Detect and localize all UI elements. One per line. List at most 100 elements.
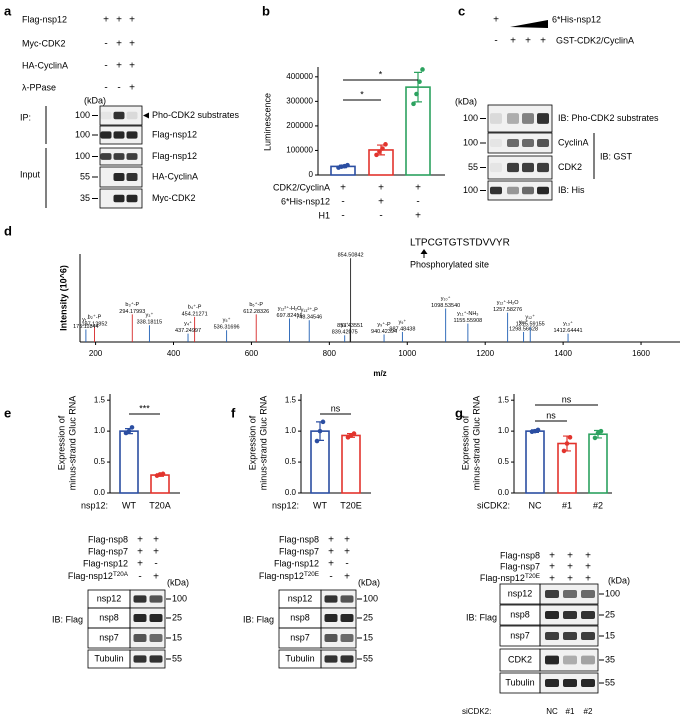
data-point xyxy=(411,101,416,107)
marker-label: 100 xyxy=(75,151,90,161)
y-tick-label: 1.5 xyxy=(285,395,297,404)
condition-sign: + xyxy=(567,551,573,562)
y-axis-title: Intensity (10^6) xyxy=(58,265,68,331)
peak-ion-label: y₃⁺ xyxy=(145,312,153,319)
condition-sign: + xyxy=(153,547,159,558)
band xyxy=(126,111,138,120)
y-tick-label: 0.5 xyxy=(94,457,106,466)
condition-sign: - xyxy=(138,572,141,583)
band-label: HA-CyclinA xyxy=(152,171,198,181)
condition-sign: + xyxy=(344,572,350,583)
condition-sign: - xyxy=(104,39,107,50)
peak-ion-label: y₅⁺ xyxy=(223,317,231,324)
peak-mz-label: 338.18115 xyxy=(137,320,163,326)
y-tick-label: 0.0 xyxy=(498,488,510,497)
peak-mz-label: 1257.58276 xyxy=(493,307,522,313)
marker-label: 55 xyxy=(363,653,373,663)
unit-label: (kDa) xyxy=(358,577,380,587)
condition-label: CDK2/CyclinA xyxy=(273,182,330,192)
condition-label-main: Flag-nsp12 xyxy=(259,571,304,581)
data-point xyxy=(160,471,166,477)
marker-label: 15 xyxy=(172,632,182,642)
condition-sign: - xyxy=(341,197,344,208)
y-tick-label: 1.0 xyxy=(285,426,297,435)
panel-label: d xyxy=(4,223,12,238)
condition-label-sup: T20E xyxy=(525,573,540,580)
y-tick-label: 400000 xyxy=(286,72,313,81)
condition-label: Flag-nsp7 xyxy=(279,546,319,556)
y-axis-title: minus-strand Gluc RNA xyxy=(258,396,268,491)
band xyxy=(563,611,577,619)
peak-ion-label: b₄⁺-P xyxy=(188,303,202,310)
band-label: Myc-CDK2 xyxy=(152,193,196,203)
data-point xyxy=(345,162,350,168)
condition-label: Flag-nsp12 xyxy=(22,14,67,24)
condition-sign: + xyxy=(153,572,159,583)
peak-ion-label: y₈⁺ xyxy=(341,322,349,329)
band xyxy=(340,614,354,622)
name-box xyxy=(499,672,541,694)
condition-label: HA-CyclinA xyxy=(22,60,68,70)
band xyxy=(340,595,354,603)
band xyxy=(522,113,534,124)
band xyxy=(581,655,595,665)
peak-mz-label: 940.42394 xyxy=(371,329,397,335)
band xyxy=(324,614,338,622)
unit-label: (kDa) xyxy=(167,577,189,587)
name-box xyxy=(278,649,322,669)
marker-label: 55 xyxy=(172,653,182,663)
condition-sign: + xyxy=(525,36,531,47)
peak-ion-label: y₁₀⁺ xyxy=(441,295,451,302)
name-box xyxy=(499,625,541,647)
condition-sign: + xyxy=(415,183,421,194)
condition-label: Flag-nsp7 xyxy=(500,561,540,571)
peak-mz-label: 697.82416 xyxy=(277,313,303,319)
x-prefix: nsp12: xyxy=(272,500,299,510)
condition-sign: + xyxy=(585,562,591,573)
y-axis-title: minus-strand Gluc RNA xyxy=(67,396,77,491)
marker-label: 100 xyxy=(172,593,187,603)
peak-mz-label: 294.17993 xyxy=(119,309,145,315)
condition-sign: - xyxy=(416,197,419,208)
condition-sign: + xyxy=(567,562,573,573)
band-label: Pho-CDK2 substrates xyxy=(152,110,240,120)
band xyxy=(581,632,595,640)
y-tick-label: 100000 xyxy=(286,146,313,155)
band xyxy=(126,131,138,139)
band-label: IB: His xyxy=(558,185,585,195)
band xyxy=(537,186,549,195)
condition-sign: + xyxy=(137,547,143,558)
condition-label-sup: T20E xyxy=(304,571,319,578)
condition-sign: + xyxy=(129,39,135,50)
peak-ion-label: y₉⁺ xyxy=(398,318,406,325)
x-tick-label: 400 xyxy=(167,349,181,358)
x-tick-label: 800 xyxy=(323,349,337,358)
condition-sign: + xyxy=(328,559,334,570)
condition-sign: + xyxy=(328,535,334,546)
condition-sign: - xyxy=(341,211,344,222)
peak-ion-label: y₁₂⁺-H₂O xyxy=(497,299,520,306)
data-point xyxy=(377,149,382,154)
marker-label: 35 xyxy=(80,193,90,203)
condition-label: Flag-nsp12 xyxy=(274,558,319,568)
section-label: IP: xyxy=(20,112,31,122)
condition-label: λ-PPase xyxy=(22,82,56,92)
band xyxy=(490,162,502,173)
band-label: nsp7 xyxy=(99,632,119,642)
peak-mz-label: 536.31696 xyxy=(214,325,240,331)
band xyxy=(490,186,502,195)
band xyxy=(324,634,338,642)
peak-ion-label: y₁₂²⁺-H₂O xyxy=(278,305,302,312)
name-box xyxy=(278,627,322,649)
condition-label: Flag-nsp8 xyxy=(279,534,319,544)
y-tick-label: 0.5 xyxy=(285,457,297,466)
band xyxy=(545,632,559,640)
x-tick-label: WT xyxy=(313,500,327,510)
significance-label: ns xyxy=(562,394,572,404)
condition-sign: + xyxy=(103,15,109,26)
band-label: nsp8 xyxy=(99,612,119,622)
band xyxy=(324,595,338,603)
marker-label: 100 xyxy=(463,113,478,123)
band xyxy=(126,173,138,181)
